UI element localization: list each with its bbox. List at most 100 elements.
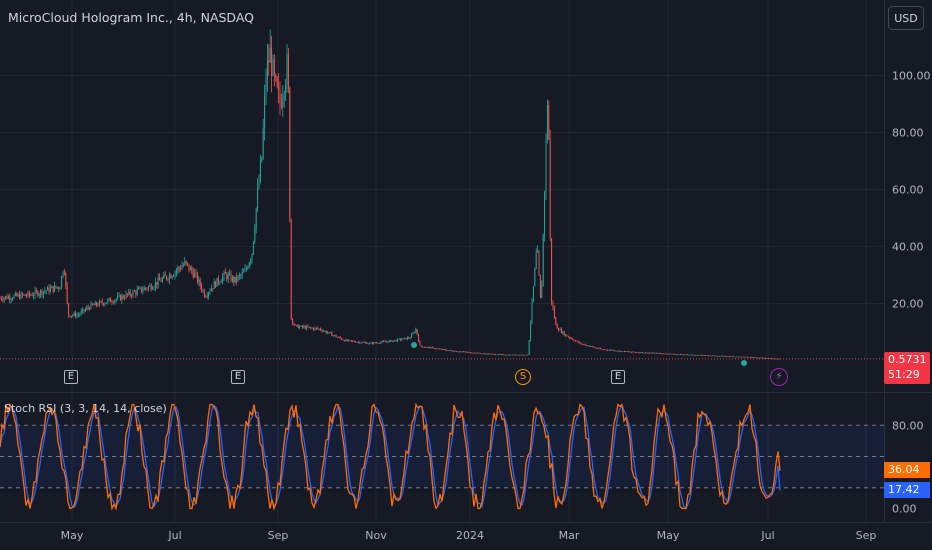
candle-body (175, 270, 177, 272)
split-icon[interactable]: S (515, 369, 531, 385)
candle-body (230, 273, 232, 282)
candle-body (61, 276, 63, 288)
time-tick: Mar (559, 529, 580, 542)
candle-body (437, 348, 439, 350)
candle-body (33, 295, 35, 297)
candle-body (579, 342, 581, 344)
candle-body (45, 290, 47, 292)
candle-body (138, 288, 140, 290)
candle-body (537, 250, 539, 253)
currency-button[interactable]: USD (888, 6, 924, 30)
candle-body (332, 335, 334, 337)
earnings-icon[interactable]: E (231, 370, 245, 384)
candle-body (44, 291, 46, 292)
indicator-title[interactable]: Stoch RSI (3, 3, 14, 14, close) (4, 402, 167, 415)
candle-body (87, 307, 89, 309)
candle-body (131, 295, 133, 296)
symbol-title[interactable]: MicroCloud Hologram Inc., 4h, NASDAQ (8, 10, 255, 25)
candle-body (566, 334, 568, 337)
candle-body (325, 330, 327, 333)
candle-body (668, 353, 670, 355)
candle-body (54, 285, 56, 292)
candle-body (504, 354, 506, 356)
candle-body (128, 291, 130, 295)
candle-body (388, 340, 390, 343)
candle-body (346, 339, 348, 341)
candle-body (489, 353, 491, 355)
candle-body (745, 356, 747, 358)
candle-body (285, 84, 287, 95)
candle-body (188, 264, 190, 271)
candle-body (517, 354, 519, 356)
candle-body (502, 354, 504, 356)
candle-body (150, 285, 152, 290)
candle-body (493, 353, 495, 355)
candle-body (153, 287, 155, 289)
candle-body (581, 343, 583, 345)
candle-body (639, 352, 641, 354)
candle-body (580, 342, 582, 344)
candle-body (55, 285, 57, 288)
candle-body (245, 268, 247, 270)
candle-body (219, 282, 221, 284)
candle-body (381, 341, 383, 343)
candle-body (398, 338, 400, 340)
candle-body (164, 274, 166, 277)
candle-body (667, 353, 669, 355)
candle-body (748, 356, 750, 358)
candle-body (481, 353, 483, 355)
candle-body (240, 275, 242, 277)
candle-body (635, 352, 637, 353)
candle-body (12, 298, 14, 300)
price-tick: 20.00 (892, 298, 924, 311)
candle-body (273, 59, 275, 75)
candle-body (744, 356, 746, 358)
candle-body (622, 350, 624, 352)
candle-body (647, 352, 649, 354)
candle-body (733, 356, 735, 358)
candle-body (261, 157, 263, 162)
candle-body (384, 341, 386, 343)
candle-body (62, 272, 64, 277)
candle-body (282, 98, 284, 107)
candle-body (132, 291, 134, 296)
candle-body (360, 342, 362, 344)
lightning-icon[interactable]: ⚡ (770, 368, 788, 386)
candle-body (122, 295, 124, 299)
candle-body (226, 273, 228, 280)
candle-body (628, 351, 630, 353)
candle-body (702, 355, 704, 357)
time-tick: Nov (365, 529, 387, 542)
last-price-tag: 0.5731 51:29 (884, 352, 930, 384)
candle-body (73, 313, 75, 316)
candle-body (345, 339, 347, 342)
candle-body (355, 341, 357, 343)
candle-body (119, 295, 121, 301)
candle-body (390, 340, 392, 341)
candle-body (70, 315, 72, 317)
candle-body (691, 354, 693, 356)
candle-body (469, 352, 471, 353)
candle-body (194, 272, 196, 278)
earnings-icon[interactable]: E (611, 370, 625, 384)
candle-body (443, 348, 445, 350)
candle-body (181, 266, 183, 270)
candle-body (35, 290, 37, 292)
candle-body (497, 354, 499, 355)
candle-body (451, 350, 453, 352)
candle-body (306, 326, 308, 329)
candle-body (630, 351, 632, 353)
candle-body (10, 299, 12, 300)
candle-body (486, 353, 488, 355)
candle-body (121, 295, 123, 301)
candle-body (224, 272, 226, 274)
time-tick: Jul (167, 529, 181, 542)
candle-body (759, 357, 761, 359)
earnings-icon[interactable]: E (64, 370, 78, 384)
candle-body (125, 293, 127, 299)
candle-body (453, 351, 455, 352)
candle-body (544, 192, 546, 235)
candle-body (411, 334, 413, 338)
candle-body (223, 272, 225, 277)
